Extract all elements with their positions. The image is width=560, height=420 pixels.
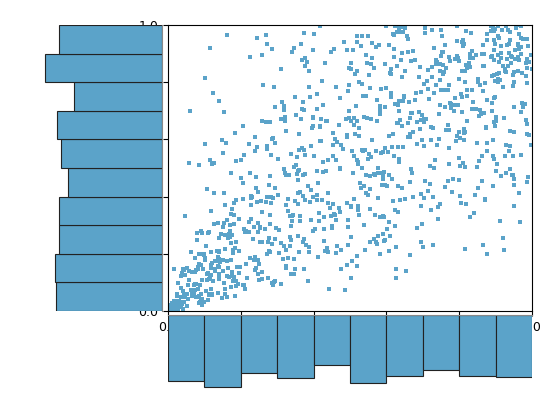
Bar [59,225,162,254]
Bar [59,197,162,225]
Bar [277,315,314,378]
Bar [74,82,162,111]
Bar [57,282,162,311]
Bar [241,315,277,373]
Bar [45,54,162,82]
Bar [496,315,532,377]
Bar [168,315,204,381]
Bar [314,315,350,365]
Y-axis label: v: v [118,163,133,173]
Bar [60,139,162,168]
X-axis label: u: u [345,339,355,354]
Bar [58,111,162,139]
Bar [59,25,162,54]
Bar [350,315,386,383]
Bar [68,168,162,197]
Bar [55,254,162,282]
Bar [386,315,423,376]
Bar [459,315,496,376]
Bar [423,315,459,370]
Bar [204,315,241,387]
